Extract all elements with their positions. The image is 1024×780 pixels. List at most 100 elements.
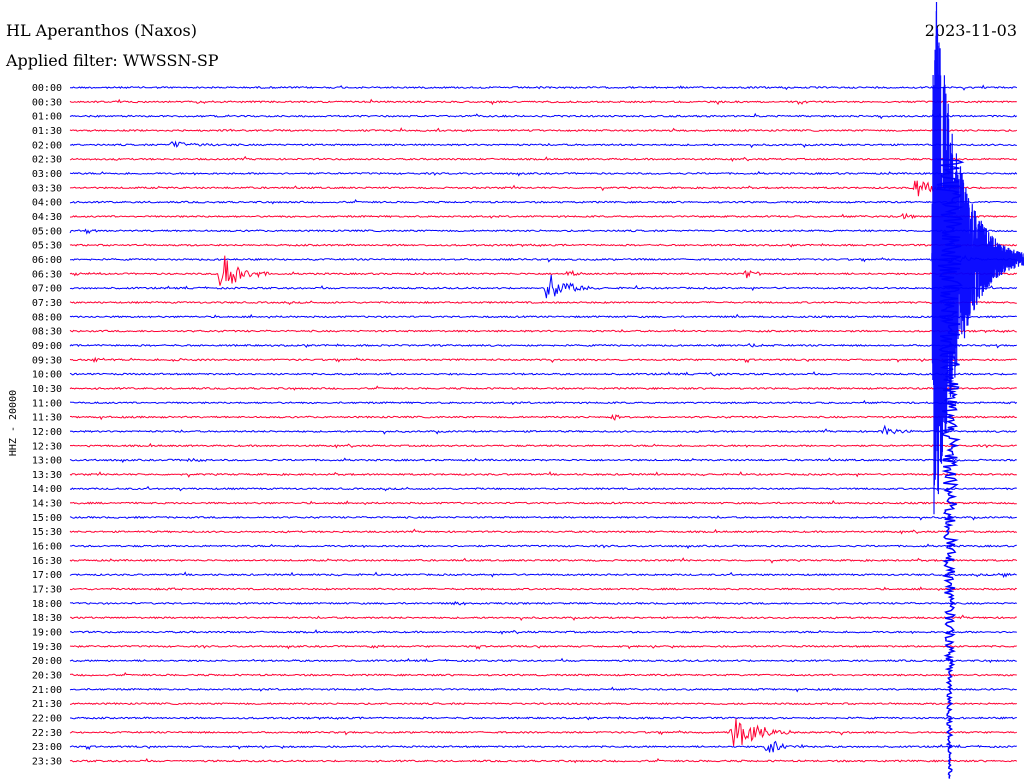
trace-row <box>69 740 1017 753</box>
row-time-label: 05:30 <box>32 241 62 252</box>
trace-row <box>69 500 1017 506</box>
row-time-label: 08:30 <box>32 327 62 338</box>
trace-row <box>69 300 1017 306</box>
row-time-label: 19:00 <box>32 628 62 639</box>
trace-row <box>69 515 1017 521</box>
trace-row <box>69 442 1017 449</box>
trace-row <box>69 385 1017 391</box>
row-time-label: 12:30 <box>32 441 62 452</box>
trace-row <box>69 140 1017 149</box>
mainshock-coda <box>936 158 965 779</box>
row-time-label: 04:00 <box>32 198 62 209</box>
row-time-label: 18:00 <box>32 599 62 610</box>
row-time-label: 03:00 <box>32 169 62 180</box>
trace-row <box>69 356 1017 364</box>
row-time-label: 11:00 <box>32 398 62 409</box>
row-time-label: 16:30 <box>32 556 62 567</box>
trace-row <box>69 413 1017 421</box>
row-time-label: 04:30 <box>32 212 62 223</box>
station-title: HL Aperanthos (Naxos) <box>6 21 197 40</box>
row-time-label: 08:00 <box>32 312 62 323</box>
row-time-label: 13:30 <box>32 470 62 481</box>
trace-row <box>69 371 1017 377</box>
row-time-label: 22:30 <box>32 728 62 739</box>
trace-row <box>69 424 1017 435</box>
trace-row <box>69 600 1017 606</box>
row-time-label: 01:30 <box>32 126 62 137</box>
row-time-label: 10:30 <box>32 384 62 395</box>
trace-row <box>69 127 1018 133</box>
trace-row <box>70 84 1018 91</box>
row-time-label: 07:30 <box>32 298 62 309</box>
trace-row <box>69 686 1017 693</box>
row-time-label: 15:00 <box>32 513 62 524</box>
row-time-label: 00:00 <box>32 83 62 94</box>
trace-row <box>70 715 1017 721</box>
row-time-label: 21:30 <box>32 699 62 710</box>
trace-row <box>69 180 1017 197</box>
trace-row <box>69 702 1017 706</box>
trace-row <box>69 543 1017 550</box>
trace-row <box>69 199 1018 205</box>
row-time-label: 17:30 <box>32 585 62 596</box>
row-time-label: 18:30 <box>32 613 62 624</box>
trace-row <box>69 155 1018 162</box>
trace-row <box>69 485 1017 492</box>
date-label: 2023-11-03 <box>925 21 1017 40</box>
row-time-label: 15:30 <box>32 527 62 538</box>
trace-row <box>69 228 1017 235</box>
trace-row <box>69 614 1017 621</box>
row-time-label: 02:30 <box>32 155 62 166</box>
row-time-label: 10:00 <box>32 370 62 381</box>
trace-row <box>69 170 1018 177</box>
row-time-label: 00:30 <box>32 97 62 108</box>
row-time-label: 20:30 <box>32 671 62 682</box>
row-time-label: 11:30 <box>32 413 62 424</box>
trace-row <box>69 399 1018 406</box>
trace-row <box>69 255 1018 286</box>
row-time-label: 02:00 <box>32 140 62 151</box>
row-time-label: 14:00 <box>32 484 62 495</box>
row-time-label: 22:00 <box>32 714 62 725</box>
trace-row <box>69 254 1018 263</box>
row-time-label: 21:00 <box>32 685 62 696</box>
row-time-label: 09:00 <box>32 341 62 352</box>
trace-row <box>69 313 1017 319</box>
trace-row <box>69 528 1018 535</box>
row-time-label: 12:00 <box>32 427 62 438</box>
trace-row <box>69 757 1018 764</box>
row-time-label: 23:00 <box>32 742 62 753</box>
trace-row <box>69 328 1017 334</box>
trace-row <box>69 718 1017 747</box>
row-time-label: 20:00 <box>32 656 62 667</box>
trace-row <box>69 671 1017 677</box>
trace-row <box>69 274 1018 299</box>
trace-row <box>69 470 1017 478</box>
row-time-label: 06:00 <box>32 255 62 266</box>
trace-row <box>69 212 1018 220</box>
time-label-group: 00:00 00:30 01:00 01:30 02:00 02:30 03:00 03:30… <box>32 83 62 768</box>
row-time-label: 06:30 <box>32 269 62 280</box>
trace-row <box>69 112 1018 120</box>
row-time-label: 01:00 <box>32 112 62 123</box>
trace-row <box>69 98 1017 106</box>
mainshock-waveform <box>931 1 1024 515</box>
trace-row <box>69 644 1017 650</box>
row-time-label: 05:00 <box>32 226 62 237</box>
trace-row <box>69 586 1017 591</box>
trace-row <box>69 342 1017 349</box>
row-time-label: 16:00 <box>32 542 62 553</box>
trace-row <box>69 243 1018 248</box>
row-time-label: 23:30 <box>32 757 62 768</box>
trace-row <box>69 571 1017 579</box>
trace-group <box>69 1 1024 779</box>
row-time-label: 07:00 <box>32 284 62 295</box>
row-time-label: 14:30 <box>32 499 62 510</box>
row-time-label: 19:30 <box>32 642 62 653</box>
channel-label: HHZ - 20000 <box>8 390 19 456</box>
row-time-label: 17:00 <box>32 570 62 581</box>
row-time-label: 13:00 <box>32 456 62 467</box>
trace-row <box>69 657 1017 664</box>
trace-row <box>69 557 1018 564</box>
